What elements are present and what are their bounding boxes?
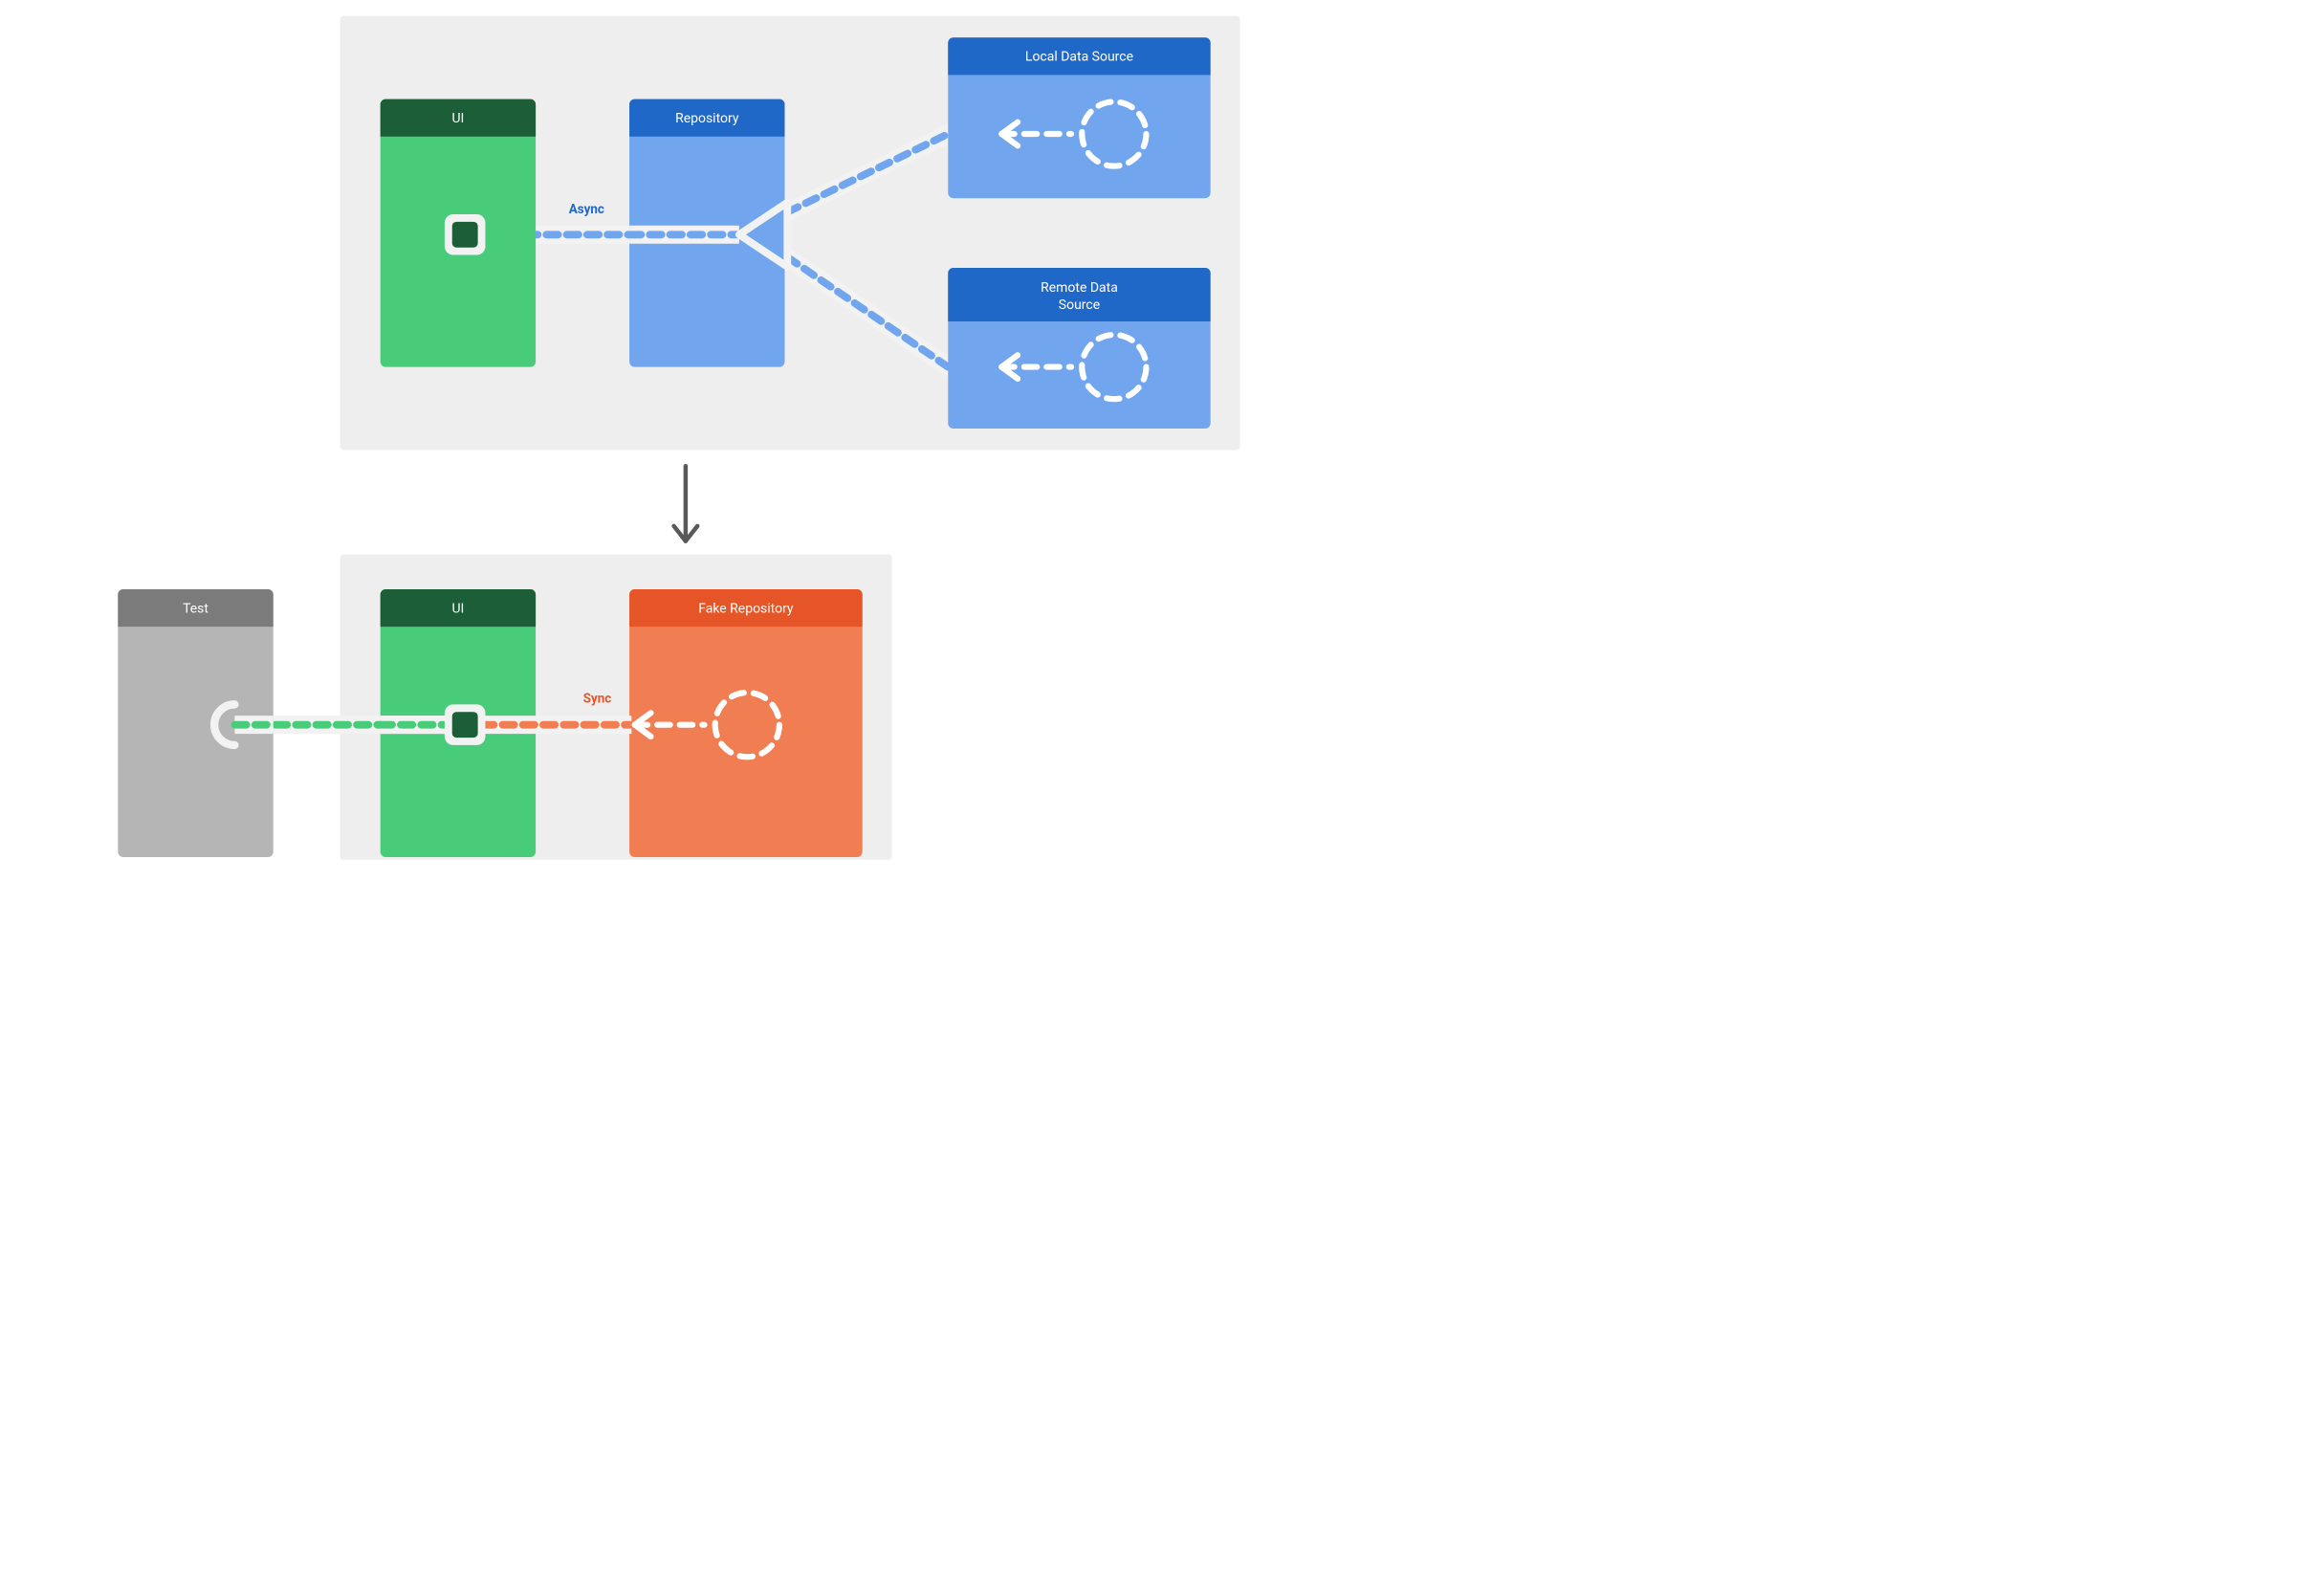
async-label: Async — [569, 203, 604, 217]
sync-label: Sync — [583, 693, 612, 707]
transition-arrow — [674, 466, 698, 540]
fake-repo-label: Fake Repository — [698, 601, 794, 616]
architecture-diagram: UI Repository Local Data Source Remote Data… — [0, 0, 1302, 889]
test-label: Test — [183, 601, 208, 616]
diagram-root: UI Repository Local Data Source Remote Data… — [0, 0, 2324, 889]
ui-label-bottom: UI — [451, 601, 464, 616]
remote-ds-label-2: Source — [1059, 298, 1100, 313]
repository-label: Repository — [675, 111, 739, 126]
ui-provided-port — [445, 214, 486, 255]
remote-ds-label-1: Remote Data — [1041, 280, 1118, 296]
ui-provided-port-bottom — [445, 704, 486, 745]
local-ds-label: Local Data Source — [1025, 50, 1133, 65]
ui-label: UI — [451, 111, 464, 126]
